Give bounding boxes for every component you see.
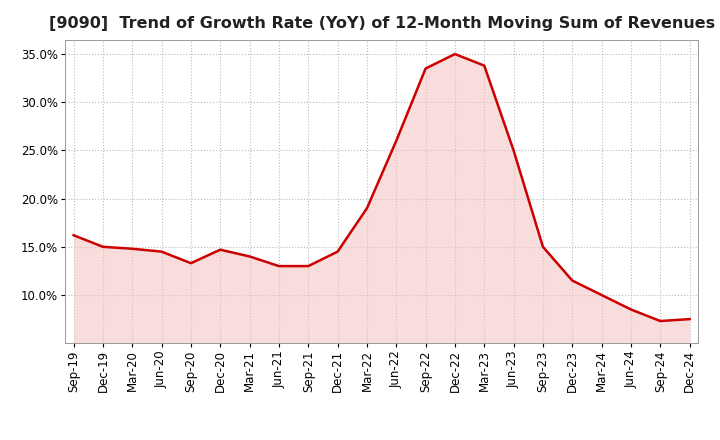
Title: [9090]  Trend of Growth Rate (YoY) of 12-Month Moving Sum of Revenues: [9090] Trend of Growth Rate (YoY) of 12-… — [48, 16, 715, 32]
